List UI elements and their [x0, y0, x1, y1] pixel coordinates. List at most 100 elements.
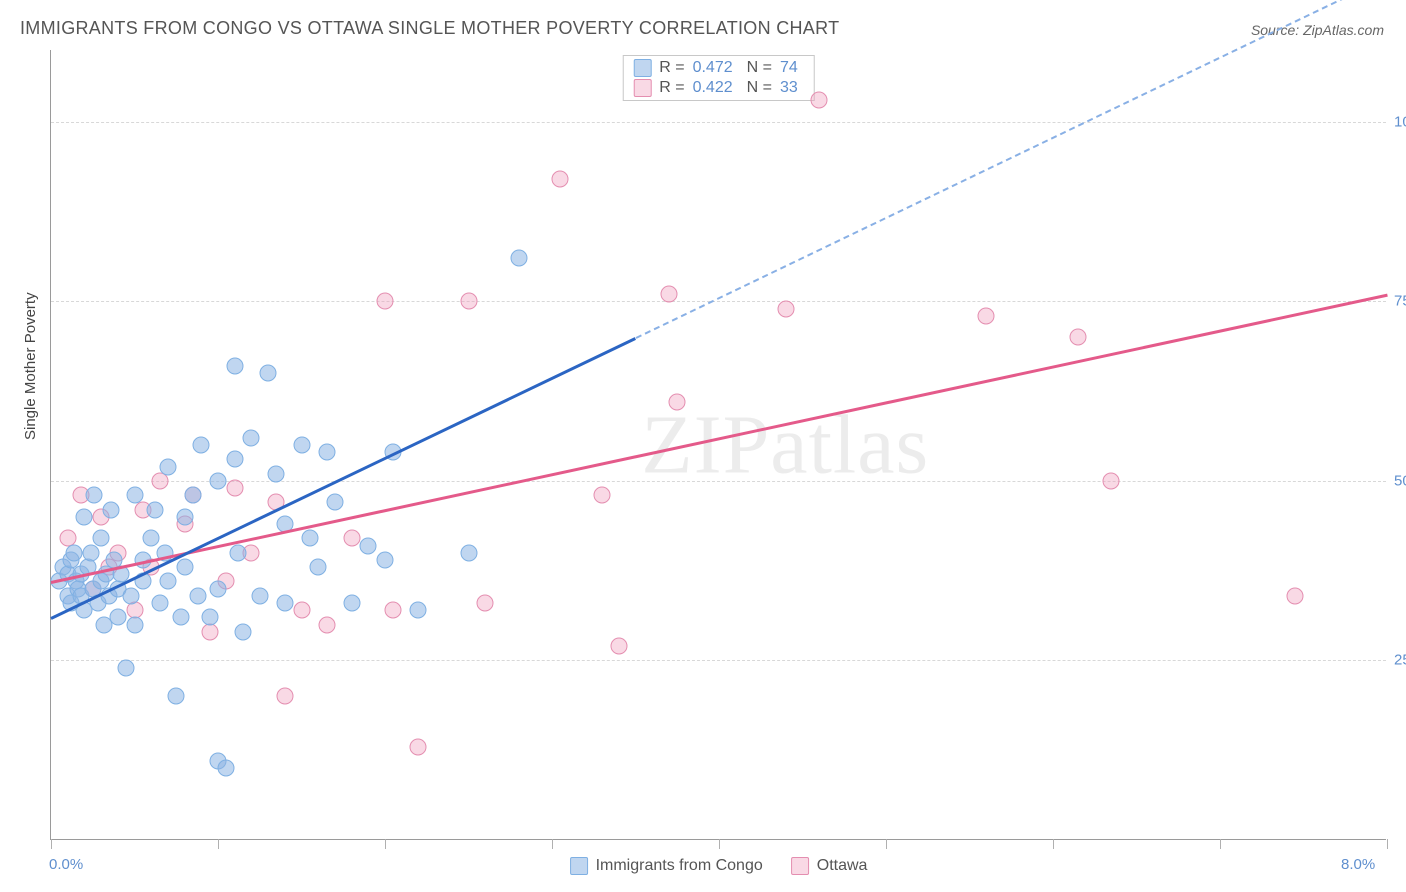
data-point-series-b — [660, 286, 677, 303]
data-point-series-a — [193, 437, 210, 454]
data-point-series-b — [610, 638, 627, 655]
data-point-series-a — [86, 487, 103, 504]
swatch-icon — [791, 857, 809, 875]
data-point-series-b — [343, 530, 360, 547]
data-point-series-a — [93, 530, 110, 547]
data-point-series-b — [377, 293, 394, 310]
data-point-series-a — [126, 616, 143, 633]
legend-label: Ottawa — [817, 857, 868, 875]
stat-label: R = — [659, 79, 684, 97]
data-point-series-b — [410, 738, 427, 755]
stat-value: 74 — [780, 59, 798, 77]
data-point-series-a — [66, 544, 83, 561]
data-point-series-b — [1103, 472, 1120, 489]
data-point-series-a — [168, 688, 185, 705]
data-point-series-a — [176, 508, 193, 525]
gridline — [51, 122, 1386, 123]
data-point-series-a — [243, 429, 260, 446]
data-point-series-a — [318, 444, 335, 461]
data-point-series-b — [978, 307, 995, 324]
x-tick — [552, 839, 553, 849]
data-point-series-b — [477, 595, 494, 612]
y-axis-label: Single Mother Poverty — [22, 292, 39, 440]
data-point-series-a — [301, 530, 318, 547]
data-point-series-b — [318, 616, 335, 633]
trend-line-series-a-solid — [50, 337, 636, 620]
data-point-series-b — [276, 688, 293, 705]
data-point-series-b — [1287, 587, 1304, 604]
swatch-icon — [570, 857, 588, 875]
x-tick — [1220, 839, 1221, 849]
data-point-series-b — [777, 300, 794, 317]
y-tick-label: 75.0% — [1394, 293, 1406, 310]
legend-label: Immigrants from Congo — [596, 857, 763, 875]
data-point-series-b — [385, 602, 402, 619]
x-tick — [51, 839, 52, 849]
data-point-series-a — [210, 472, 227, 489]
data-point-series-a — [173, 609, 190, 626]
legend-item-series-a: Immigrants from Congo — [570, 857, 763, 875]
stat-value: 0.422 — [693, 79, 733, 97]
data-point-series-a — [159, 458, 176, 475]
data-point-series-a — [118, 659, 135, 676]
x-tick — [218, 839, 219, 849]
data-point-series-a — [226, 451, 243, 468]
stat-legend-box: R = 0.472 N = 74 R = 0.422 N = 33 — [622, 55, 815, 101]
data-point-series-a — [276, 595, 293, 612]
data-point-series-a — [76, 508, 93, 525]
y-tick-label: 100.0% — [1394, 113, 1406, 130]
stat-label: R = — [659, 59, 684, 77]
trend-line-series-a-dash — [635, 0, 1354, 339]
chart-title: IMMIGRANTS FROM CONGO VS OTTAWA SINGLE M… — [20, 18, 839, 39]
data-point-series-a — [184, 487, 201, 504]
data-point-series-a — [326, 494, 343, 511]
data-point-series-a — [210, 580, 227, 597]
bottom-legend: Immigrants from Congo Ottawa — [570, 857, 868, 875]
data-point-series-a — [176, 559, 193, 576]
data-point-series-a — [510, 250, 527, 267]
data-point-series-a — [189, 587, 206, 604]
stat-value: 33 — [780, 79, 798, 97]
stat-label: N = — [747, 59, 772, 77]
gridline — [51, 660, 1386, 661]
chart-container: IMMIGRANTS FROM CONGO VS OTTAWA SINGLE M… — [0, 0, 1406, 892]
x-tick — [1387, 839, 1388, 849]
data-point-series-a — [293, 437, 310, 454]
data-point-series-a — [109, 609, 126, 626]
data-point-series-a — [251, 587, 268, 604]
x-tick-label: 8.0% — [1341, 856, 1375, 873]
data-point-series-a — [360, 537, 377, 554]
y-tick-label: 50.0% — [1394, 472, 1406, 489]
data-point-series-a — [151, 595, 168, 612]
source-label: Source: ZipAtlas.com — [1251, 22, 1384, 38]
y-tick-label: 25.0% — [1394, 652, 1406, 669]
legend-item-series-b: Ottawa — [791, 857, 868, 875]
data-point-series-a — [260, 365, 277, 382]
x-tick — [1053, 839, 1054, 849]
x-tick — [385, 839, 386, 849]
data-point-series-a — [235, 623, 252, 640]
data-point-series-a — [310, 559, 327, 576]
gridline — [51, 301, 1386, 302]
data-point-series-b — [1070, 329, 1087, 346]
swatch-icon — [633, 59, 651, 77]
data-point-series-a — [218, 760, 235, 777]
gridline — [51, 481, 1386, 482]
data-point-series-a — [143, 530, 160, 547]
data-point-series-b — [151, 472, 168, 489]
data-point-series-a — [230, 544, 247, 561]
data-point-series-a — [377, 551, 394, 568]
data-point-series-a — [410, 602, 427, 619]
plot-area: ZIPatlas R = 0.472 N = 74 R = 0.422 N = … — [50, 50, 1386, 840]
data-point-series-a — [146, 501, 163, 518]
stat-label: N = — [747, 79, 772, 97]
data-point-series-b — [669, 393, 686, 410]
data-point-series-b — [811, 92, 828, 109]
data-point-series-a — [268, 465, 285, 482]
data-point-series-a — [83, 544, 100, 561]
x-tick-label: 0.0% — [49, 856, 83, 873]
stat-row-series-b: R = 0.422 N = 33 — [633, 78, 804, 98]
x-tick — [719, 839, 720, 849]
data-point-series-a — [460, 544, 477, 561]
x-tick — [886, 839, 887, 849]
